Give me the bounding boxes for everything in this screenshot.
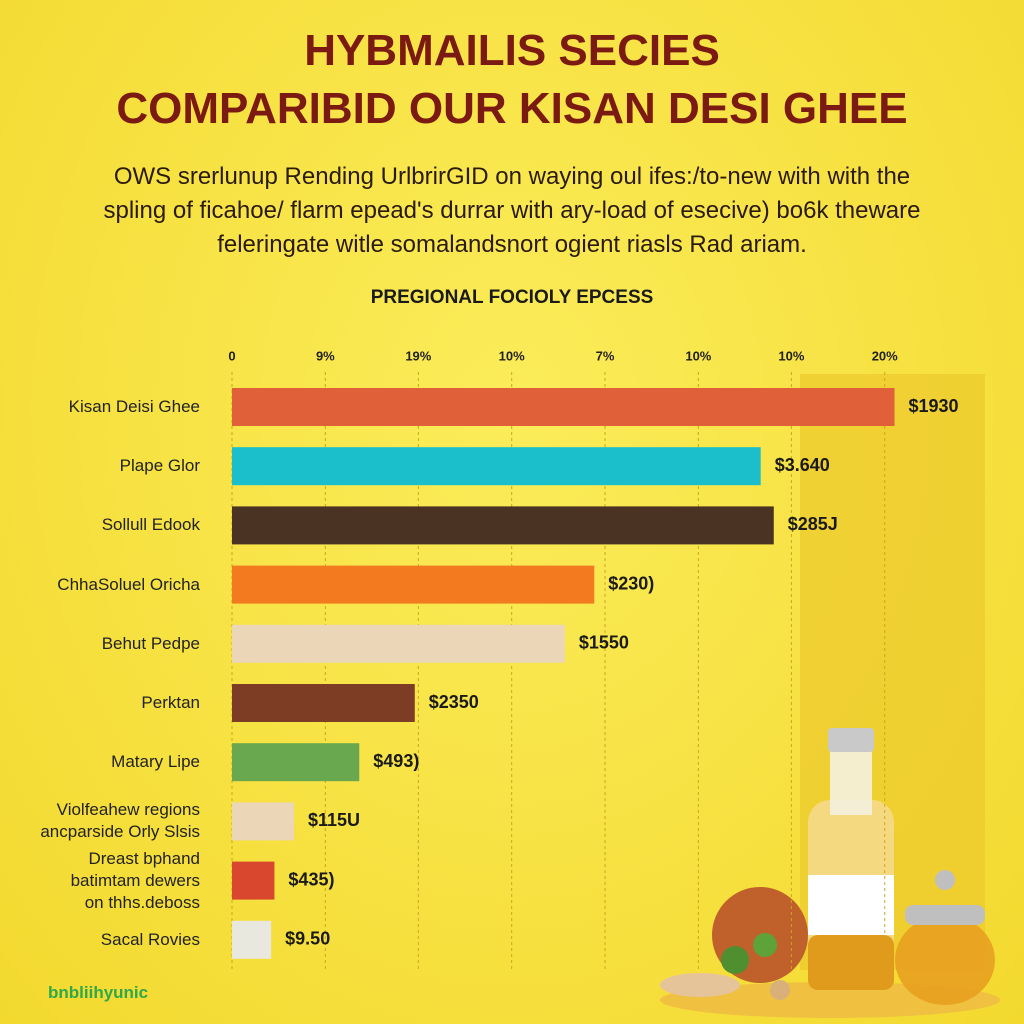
x-tick-label: 10% [778,348,804,363]
bar [232,624,565,663]
x-tick-label: 10% [685,348,711,363]
x-tick-label: 19% [405,348,431,363]
brand-logo: bnbliihyunic [48,983,149,1002]
category-label: Matary Lipe [111,752,200,772]
bar [232,506,774,545]
price-label: $1550 [579,633,629,653]
price-label: $230) [608,573,654,593]
bar [232,684,415,722]
bar [232,447,761,486]
category-label: Violfeahew regions ancparside Orly Slsis [40,800,200,842]
price-label: $115U [308,810,360,830]
x-tick-label: 7% [596,348,615,363]
price-label: $435) [288,869,334,889]
price-label: $1930 [909,396,959,416]
price-label: $3.640 [775,455,830,475]
category-label: ChhaSoluel Oricha [57,574,200,594]
price-label: $285J [788,514,838,534]
subtitle: OWS srerlunup Rending UrlbrirGID on wayi… [103,163,921,258]
category-label: Plape Glor [119,456,200,476]
category-label: Sacal Rovies [100,929,200,949]
x-tick-label: 9% [316,348,335,363]
bar [232,802,295,841]
price-label: $493) [373,751,419,771]
category-label: Sollull Edook [101,515,200,535]
category-label: Behut Pedpe [101,633,200,653]
title: HYBMAILIS SECIES COMPARIBID OUR KISAN DE… [116,26,908,133]
chart-title: PREGIONAL FOCIOLY EPCESS [371,287,654,308]
x-tick-label: 0 [228,348,235,363]
price-label: $9.50 [285,929,330,949]
category-label: Dreast bphand batimtam dewers on thhs.de… [70,848,200,912]
x-tick-label: 20% [872,348,898,363]
bar [232,920,272,959]
bar [232,565,595,604]
x-tick-label: 10% [499,348,525,363]
bar [232,388,895,426]
price-label: $2350 [429,692,479,712]
product-illustration [660,728,1000,1018]
bar [232,743,360,782]
bar [232,861,275,900]
category-label: Perktan [141,693,200,712]
category-label: Kisan Deisi Ghee [68,397,200,416]
